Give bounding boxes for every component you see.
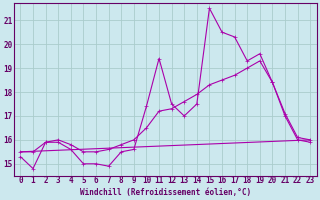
X-axis label: Windchill (Refroidissement éolien,°C): Windchill (Refroidissement éolien,°C)	[80, 188, 251, 197]
